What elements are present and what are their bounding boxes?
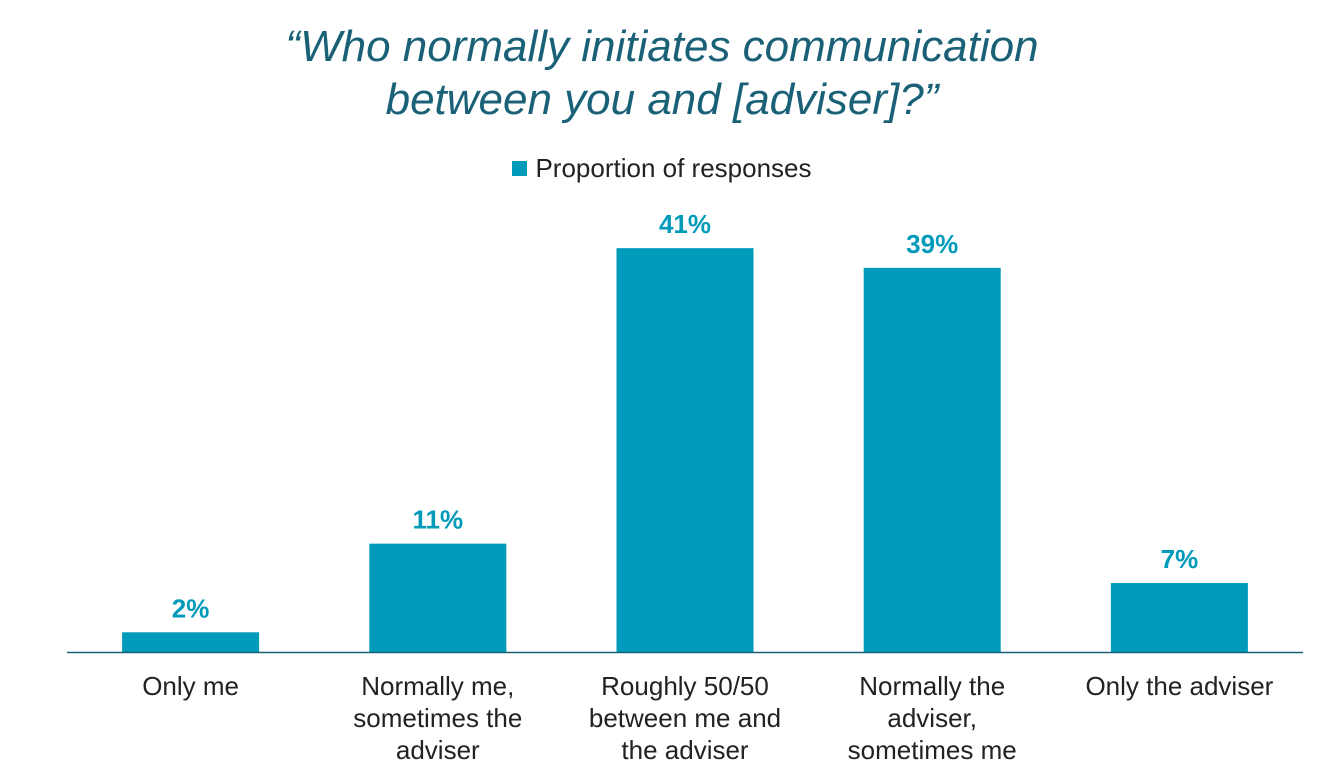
category-label-4-line-3: sometimes me bbox=[847, 735, 1017, 765]
value-label-3: 41% bbox=[659, 209, 711, 239]
category-label-4-line-1: Normally the bbox=[859, 671, 1006, 701]
category-label-5-line-1: Only the adviser bbox=[1085, 671, 1274, 701]
category-label-3-line-2: between me and bbox=[588, 703, 782, 733]
chart-title-line-2: between you and [adviser]?” bbox=[385, 75, 939, 124]
category-label-5: Only the adviser bbox=[1059, 670, 1299, 702]
category-label-2-line-1: Normally me, bbox=[361, 671, 515, 701]
bar-1 bbox=[122, 632, 260, 652]
category-label-4-line-2: adviser, bbox=[887, 703, 977, 733]
chart-legend: Proportion of responses bbox=[0, 152, 1324, 184]
category-label-4: Normally the adviser, sometimes me bbox=[812, 670, 1052, 766]
chart-title: “Who normally initiates communication be… bbox=[0, 20, 1324, 126]
bar-2 bbox=[369, 543, 507, 652]
category-label-3-line-3: the adviser bbox=[621, 735, 749, 765]
value-label-5: 7% bbox=[1161, 544, 1199, 574]
value-label-1: 2% bbox=[172, 593, 210, 623]
category-label-1: Only me bbox=[71, 670, 311, 702]
bar-5 bbox=[1110, 583, 1248, 652]
bar-4 bbox=[863, 267, 1001, 652]
category-label-3-line-1: Roughly 50/50 bbox=[601, 671, 769, 701]
category-label-1-line-1: Only me bbox=[142, 671, 239, 701]
chart-title-line-1: “Who normally initiates communication bbox=[285, 22, 1039, 71]
category-label-2-line-3: adviser bbox=[395, 735, 480, 765]
legend-swatch bbox=[512, 161, 528, 176]
value-label-2: 11% bbox=[412, 505, 463, 535]
value-label-4: 39% bbox=[906, 229, 958, 259]
legend-label: Proportion of responses bbox=[535, 153, 812, 183]
category-label-2: Normally me, sometimes the adviser bbox=[318, 670, 558, 766]
category-label-2-line-2: sometimes the bbox=[353, 703, 523, 733]
bar-3 bbox=[616, 248, 754, 652]
category-label-3: Roughly 50/50 between me and the adviser bbox=[565, 670, 805, 766]
